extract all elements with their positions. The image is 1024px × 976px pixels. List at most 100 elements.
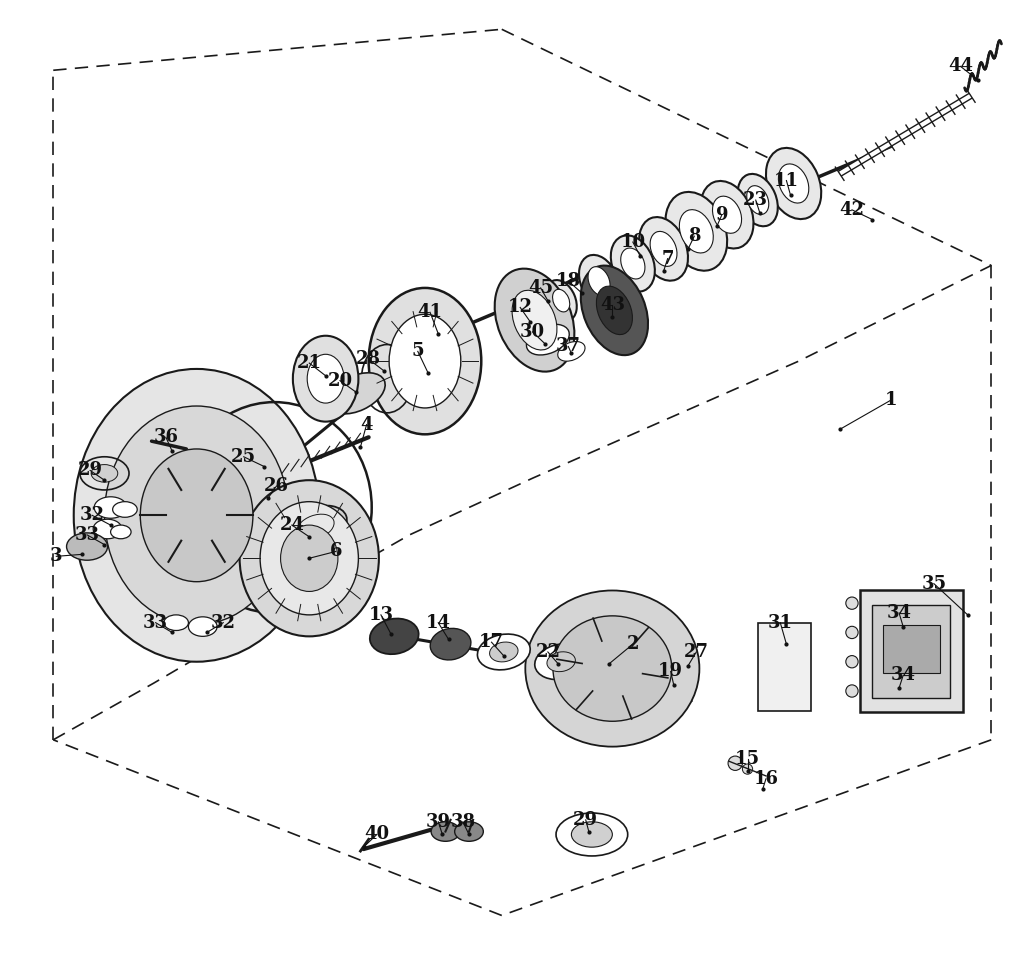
- Polygon shape: [555, 620, 681, 714]
- Text: 39: 39: [426, 813, 451, 831]
- Ellipse shape: [495, 268, 574, 372]
- Text: 9: 9: [716, 206, 728, 224]
- Text: 11: 11: [774, 172, 799, 189]
- Circle shape: [250, 462, 279, 491]
- Text: 2: 2: [627, 635, 639, 653]
- Text: 10: 10: [621, 233, 645, 251]
- Ellipse shape: [91, 465, 118, 482]
- Circle shape: [846, 627, 858, 638]
- Text: 45: 45: [528, 279, 553, 297]
- Ellipse shape: [525, 590, 699, 747]
- Ellipse shape: [111, 525, 131, 539]
- Ellipse shape: [284, 506, 347, 549]
- Text: 44: 44: [948, 58, 973, 75]
- Ellipse shape: [67, 533, 108, 560]
- Circle shape: [742, 764, 753, 774]
- Ellipse shape: [766, 148, 821, 219]
- Polygon shape: [108, 457, 271, 595]
- Text: 17: 17: [479, 633, 504, 651]
- Text: 21: 21: [297, 354, 322, 372]
- Text: 36: 36: [154, 428, 178, 446]
- Text: 38: 38: [451, 813, 475, 831]
- Ellipse shape: [512, 290, 557, 350]
- Text: 15: 15: [735, 751, 760, 768]
- Circle shape: [189, 585, 204, 598]
- Text: 7: 7: [662, 250, 674, 267]
- Text: 23: 23: [743, 191, 768, 209]
- Text: 29: 29: [78, 462, 102, 479]
- Text: 8: 8: [688, 227, 700, 245]
- Text: 12: 12: [508, 299, 532, 316]
- Polygon shape: [758, 623, 811, 711]
- Text: 16: 16: [754, 770, 778, 788]
- Ellipse shape: [164, 615, 188, 630]
- Ellipse shape: [737, 174, 778, 226]
- Text: 34: 34: [891, 667, 915, 684]
- Ellipse shape: [556, 813, 628, 856]
- Text: 37: 37: [556, 338, 581, 355]
- Ellipse shape: [74, 369, 319, 662]
- Circle shape: [846, 685, 858, 697]
- Circle shape: [134, 547, 148, 560]
- Ellipse shape: [713, 196, 741, 233]
- Text: 22: 22: [536, 643, 560, 661]
- Ellipse shape: [526, 324, 569, 355]
- Text: 41: 41: [418, 304, 442, 321]
- Text: 24: 24: [280, 516, 304, 534]
- Ellipse shape: [93, 519, 122, 539]
- Text: 1: 1: [885, 391, 897, 409]
- Circle shape: [134, 470, 148, 484]
- Ellipse shape: [307, 354, 344, 403]
- Ellipse shape: [700, 181, 754, 249]
- Polygon shape: [860, 590, 963, 712]
- Ellipse shape: [477, 634, 530, 670]
- Circle shape: [728, 756, 742, 770]
- Text: 6: 6: [330, 543, 342, 560]
- Text: 5: 5: [412, 343, 424, 360]
- Text: 27: 27: [684, 643, 709, 661]
- Text: 4: 4: [360, 416, 373, 433]
- Ellipse shape: [547, 652, 575, 671]
- Ellipse shape: [558, 342, 585, 361]
- Ellipse shape: [579, 255, 620, 307]
- Ellipse shape: [240, 480, 379, 636]
- Text: 25: 25: [231, 448, 256, 466]
- Ellipse shape: [610, 235, 655, 292]
- Ellipse shape: [639, 217, 688, 281]
- Text: 20: 20: [328, 372, 352, 389]
- Ellipse shape: [113, 502, 137, 517]
- Ellipse shape: [430, 629, 471, 660]
- Text: 43: 43: [600, 296, 625, 313]
- Text: 42: 42: [840, 201, 864, 219]
- Ellipse shape: [553, 616, 672, 721]
- Ellipse shape: [297, 514, 334, 540]
- Text: 33: 33: [143, 614, 168, 631]
- Ellipse shape: [546, 280, 577, 321]
- Ellipse shape: [260, 502, 358, 615]
- Ellipse shape: [489, 642, 518, 662]
- Ellipse shape: [281, 525, 338, 591]
- Text: 34: 34: [887, 604, 911, 622]
- Text: 31: 31: [768, 614, 793, 631]
- Text: 29: 29: [573, 811, 598, 829]
- Text: 35: 35: [922, 575, 946, 592]
- Ellipse shape: [588, 266, 610, 296]
- Ellipse shape: [571, 822, 612, 847]
- Ellipse shape: [389, 314, 461, 408]
- Text: 32: 32: [211, 614, 236, 631]
- Ellipse shape: [621, 248, 645, 279]
- Circle shape: [189, 432, 204, 446]
- Text: 28: 28: [356, 350, 381, 368]
- Circle shape: [846, 656, 858, 668]
- Ellipse shape: [581, 265, 648, 355]
- Ellipse shape: [188, 617, 217, 636]
- Text: 30: 30: [520, 323, 545, 341]
- Polygon shape: [883, 625, 940, 673]
- Text: 13: 13: [369, 606, 393, 624]
- Text: 32: 32: [80, 507, 104, 524]
- Ellipse shape: [679, 210, 714, 253]
- Text: 14: 14: [426, 614, 451, 631]
- Ellipse shape: [666, 192, 727, 270]
- Ellipse shape: [293, 336, 358, 422]
- Text: 26: 26: [264, 477, 289, 495]
